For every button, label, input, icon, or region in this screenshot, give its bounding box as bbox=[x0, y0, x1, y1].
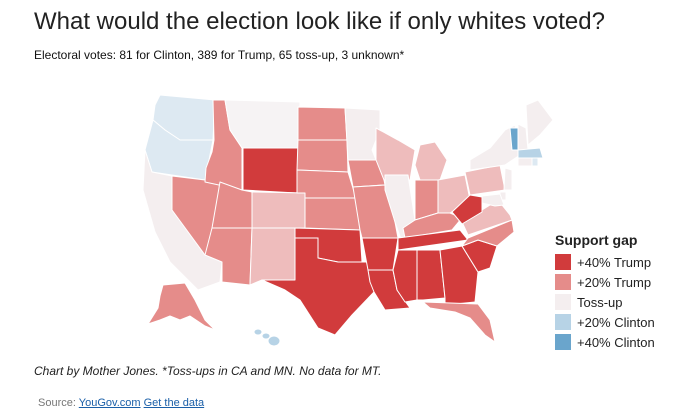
legend-swatch bbox=[555, 314, 571, 330]
legend-item-tossup: Toss-up bbox=[555, 292, 677, 312]
state-MI bbox=[414, 141, 448, 181]
state-NH bbox=[517, 123, 529, 151]
legend-swatch bbox=[555, 254, 571, 270]
get-the-data-link[interactable]: Get the data bbox=[143, 397, 205, 409]
state-CA bbox=[142, 149, 223, 291]
state-WI bbox=[375, 127, 416, 181]
state-AR bbox=[361, 237, 399, 271]
state-CO bbox=[251, 191, 306, 229]
legend-item-trump40: +40% Trump bbox=[555, 252, 677, 272]
state-MD bbox=[481, 193, 505, 207]
legend-title: Support gap bbox=[555, 232, 638, 248]
legend-label: Toss-up bbox=[577, 294, 623, 310]
state-HI bbox=[253, 328, 281, 347]
state-RI bbox=[531, 157, 539, 167]
legend-swatch bbox=[555, 294, 571, 310]
state-MN bbox=[344, 107, 381, 161]
legend-label: +40% Clinton bbox=[577, 334, 655, 350]
legend-item-clinton20: +20% Clinton bbox=[555, 312, 677, 332]
source-link-yougov[interactable]: YouGov.com bbox=[78, 397, 141, 409]
state-MA bbox=[517, 147, 544, 159]
state-WV bbox=[451, 194, 483, 225]
state-VT bbox=[509, 127, 519, 151]
state-AL bbox=[416, 249, 446, 301]
state-WY bbox=[242, 147, 299, 194]
state-FL bbox=[422, 301, 496, 343]
legend-label: +20% Clinton bbox=[577, 314, 655, 330]
page-title: What would the election look like if onl… bbox=[34, 8, 605, 35]
caption: Chart by Mother Jones. *Toss-ups in CA a… bbox=[34, 364, 382, 378]
state-TX bbox=[261, 237, 375, 336]
source-line: Source: YouGov.com Get the data bbox=[38, 397, 204, 409]
state-CT bbox=[517, 157, 533, 167]
legend: Support gap +40% Trump +20% Trump Toss-u… bbox=[555, 232, 677, 352]
state-ME bbox=[525, 99, 554, 146]
legend-item-clinton40: +40% Clinton bbox=[555, 332, 677, 352]
state-NE bbox=[296, 169, 357, 199]
state-AK bbox=[147, 282, 216, 331]
legend-swatch bbox=[555, 334, 571, 350]
legend-item-trump20: +20% Trump bbox=[555, 272, 677, 292]
state-KS bbox=[304, 197, 361, 231]
state-SD bbox=[296, 139, 349, 173]
state-NJ bbox=[503, 167, 513, 191]
state-ND bbox=[297, 106, 348, 141]
source-label: Source: bbox=[38, 397, 76, 409]
subtitle: Electoral votes: 81 for Clinton, 389 for… bbox=[34, 48, 405, 62]
state-NM bbox=[249, 227, 296, 286]
legend-label: +40% Trump bbox=[577, 254, 652, 270]
legend-swatch bbox=[555, 274, 571, 290]
legend-label: +20% Trump bbox=[577, 274, 652, 290]
